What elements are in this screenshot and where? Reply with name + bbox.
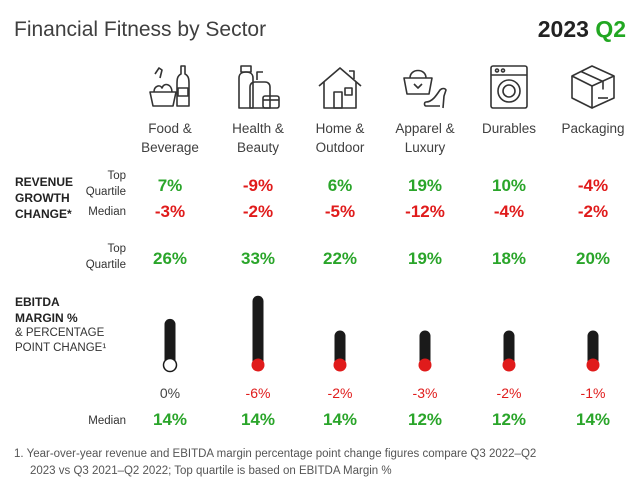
sector-label-line1: Food & (148, 121, 192, 136)
sector-label-line1: Apparel & (395, 121, 455, 136)
ebitda-median-value: 12% (407, 410, 443, 429)
revenue-median-value: -4% (493, 202, 525, 221)
ebitda-section-title: EBITDA MARGIN % (15, 294, 78, 326)
durables-icon (490, 65, 528, 109)
ebitda-median-value: 14% (322, 410, 358, 429)
ebitda-change-value: -3% (412, 385, 438, 401)
ebitda-top-quartile-value: 20% (575, 249, 611, 268)
chart-title: Financial Fitness by Sector (14, 18, 267, 41)
revenue-median-value: -3% (154, 202, 186, 221)
sector-label-home-outdoor: Home & Outdoor (295, 119, 385, 157)
sector-label-packaging: Packaging (548, 119, 638, 138)
food-beverage-icon (149, 65, 190, 107)
sector-label-health-beauty: Health & Beauty (213, 119, 303, 157)
period-quarter: Q2 (595, 16, 626, 42)
revenue-top-quartile-value: -9% (242, 176, 274, 195)
ebitda-title-line2: MARGIN % (15, 311, 78, 325)
ebitda-change-bulb (162, 357, 178, 373)
ebitda-top-quartile-label: Top Quartile (46, 241, 126, 273)
apparel-luxury-icon (403, 69, 447, 109)
ebitda-change-value: -2% (496, 385, 522, 401)
revenue-median-value: -2% (577, 202, 609, 221)
ebitda-median-label: Median (88, 415, 126, 427)
revenue-top-quartile-value: 7% (157, 176, 183, 195)
revenue-top-quartile-label: Top Quartile (46, 168, 126, 200)
ebitda-change-bulb (586, 358, 600, 372)
health-beauty-icon (238, 65, 280, 109)
revenue-title-line1: REVENUE (15, 175, 74, 189)
ebitda-change-bulb (502, 358, 516, 372)
ebitda-change-value: -1% (580, 385, 606, 401)
ebitda-top-quartile-value: 19% (407, 249, 443, 268)
ebitda-median-value: 12% (491, 410, 527, 429)
revenue-title-line2: GROWTH (15, 191, 70, 205)
sector-label-line2: Luxury (404, 140, 446, 155)
ebitda-change-bulb (418, 358, 432, 372)
revenue-median-value: -5% (324, 202, 356, 221)
sector-label-line1: Health & (232, 121, 284, 136)
revenue-top-label-line2: Quartile (85, 186, 126, 198)
ebitda-top-quartile-value: 18% (491, 249, 527, 268)
ebitda-change-bulb (333, 358, 347, 372)
ebitda-top-label-line1: Top (107, 243, 126, 255)
ebitda-median-value: 14% (240, 410, 276, 429)
ebitda-change-value: -6% (245, 385, 271, 401)
period-label: 2023 Q2 (538, 16, 626, 43)
sector-label-line2: Outdoor (315, 140, 365, 155)
ebitda-median-value: 14% (575, 410, 611, 429)
ebitda-title-line1: EBITDA (15, 295, 60, 309)
ebitda-change-bulb (251, 358, 265, 372)
sector-label-line1: Durables (481, 121, 537, 136)
ebitda-top-quartile-value: 22% (322, 249, 358, 268)
ebitda-change-value: -2% (327, 385, 353, 401)
revenue-median-label: Median (88, 206, 126, 218)
period-year: 2023 (537, 16, 589, 42)
revenue-top-quartile-value: 10% (491, 176, 527, 195)
ebitda-change-value: 0% (159, 385, 181, 401)
sector-label-apparel-luxury: Apparel & Luxury (380, 119, 470, 157)
revenue-median-value: -12% (405, 202, 445, 221)
sector-label-line2: Beauty (236, 140, 280, 155)
footnote: 1. Year-over-year revenue and EBITDA mar… (14, 446, 626, 480)
ebitda-top-label-line2: Quartile (85, 259, 126, 271)
revenue-top-quartile-value: -4% (577, 176, 609, 195)
sector-label-line2: Beverage (141, 140, 199, 155)
ebitda-sub-line2: POINT CHANGE¹ (15, 342, 107, 354)
ebitda-sub-line1: & PERCENTAGE (15, 327, 105, 339)
ebitda-top-quartile-value: 33% (240, 249, 276, 268)
footnote-line1: 1. Year-over-year revenue and EBITDA mar… (14, 448, 537, 460)
footnote-line2: 2023 vs Q3 2021–Q2 2022; Top quartile is… (30, 465, 392, 477)
sector-label-line1: Packaging (561, 121, 625, 136)
packaging-icon (571, 65, 615, 109)
revenue-title-line3: CHANGE* (15, 207, 72, 221)
sector-label-durables: Durables (464, 119, 554, 138)
sector-label-line1: Home & (315, 121, 365, 136)
revenue-section-title: REVENUE GROWTH CHANGE* (15, 174, 73, 222)
home-outdoor-icon (318, 67, 362, 109)
revenue-top-quartile-value: 19% (407, 176, 443, 195)
revenue-top-label-line1: Top (107, 170, 126, 182)
sector-label-food-beverage: Food & Beverage (125, 119, 215, 157)
revenue-top-quartile-value: 6% (327, 176, 353, 195)
ebitda-section-subtitle: & PERCENTAGE POINT CHANGE¹ (15, 326, 106, 356)
ebitda-top-quartile-value: 26% (152, 249, 188, 268)
revenue-median-value: -2% (242, 202, 274, 221)
ebitda-median-value: 14% (152, 410, 188, 429)
